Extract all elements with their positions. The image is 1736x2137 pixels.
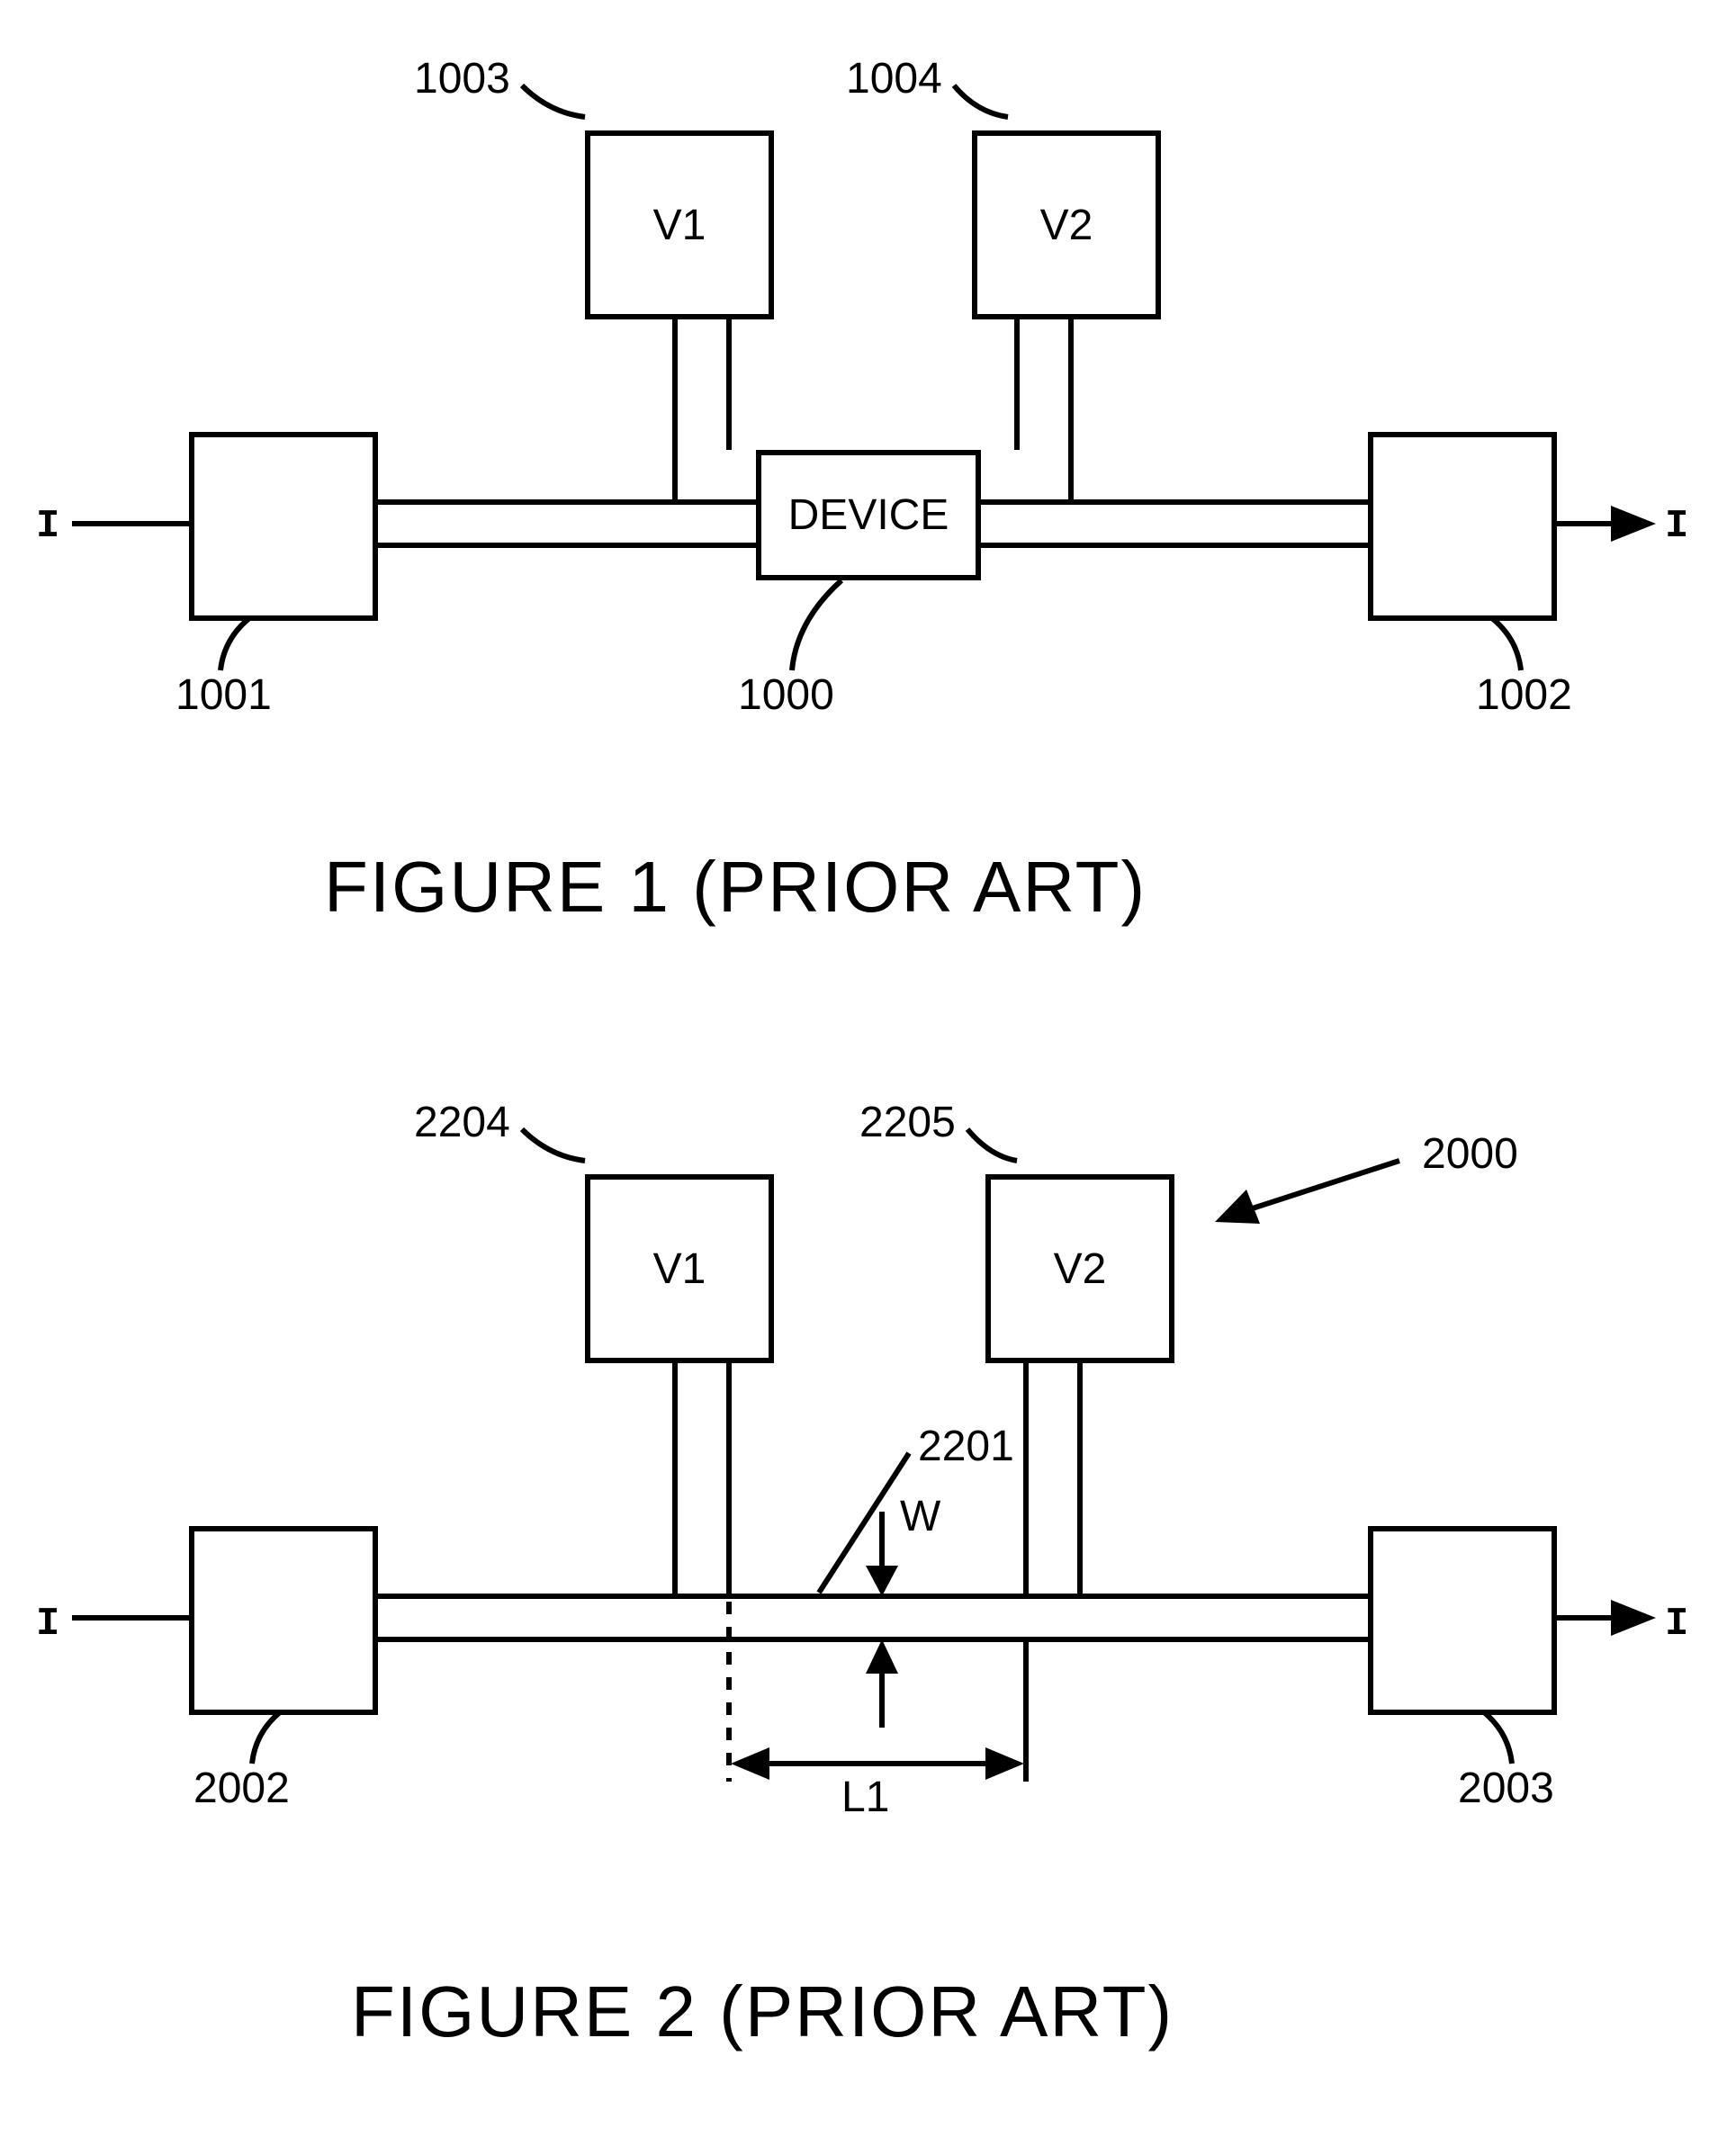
box-1004-text: V2 [1040, 201, 1093, 250]
ref-1000: 1000 [738, 670, 834, 720]
box-1001 [189, 432, 378, 621]
ref-1001: 1001 [175, 670, 272, 720]
ref-1004: 1004 [846, 54, 942, 103]
ref-2205: 2205 [859, 1098, 956, 1147]
figure-2: I I [0, 1044, 1736, 2124]
ref-2002: 2002 [193, 1764, 290, 1813]
box-2204: V1 [585, 1174, 774, 1363]
ref-2003: 2003 [1458, 1764, 1554, 1813]
box-2205-text: V2 [1054, 1244, 1107, 1294]
ref-2201: 2201 [918, 1422, 1014, 1471]
box-2204-text: V1 [653, 1244, 706, 1294]
ref-2204: 2204 [414, 1098, 510, 1147]
dim-W: W [900, 1492, 940, 1541]
figure-2-caption: FIGURE 2 (PRIOR ART) [351, 1971, 1174, 2053]
ref-2000: 2000 [1422, 1129, 1518, 1179]
figure-1: I I [0, 0, 1736, 945]
box-2003 [1368, 1526, 1557, 1715]
box-1004: V2 [972, 130, 1161, 319]
box-1003: V1 [585, 130, 774, 319]
dim-L1: L1 [841, 1773, 889, 1822]
box-2205: V2 [985, 1174, 1174, 1363]
box-1002 [1368, 432, 1557, 621]
ref-1002: 1002 [1476, 670, 1572, 720]
ref-1003: 1003 [414, 54, 510, 103]
box-1000-text: DEVICE [788, 490, 949, 540]
box-1003-text: V1 [653, 201, 706, 250]
box-2002 [189, 1526, 378, 1715]
box-1000-device: DEVICE [756, 450, 981, 580]
figure-1-caption: FIGURE 1 (PRIOR ART) [324, 846, 1147, 929]
page: I I [0, 0, 1736, 2137]
